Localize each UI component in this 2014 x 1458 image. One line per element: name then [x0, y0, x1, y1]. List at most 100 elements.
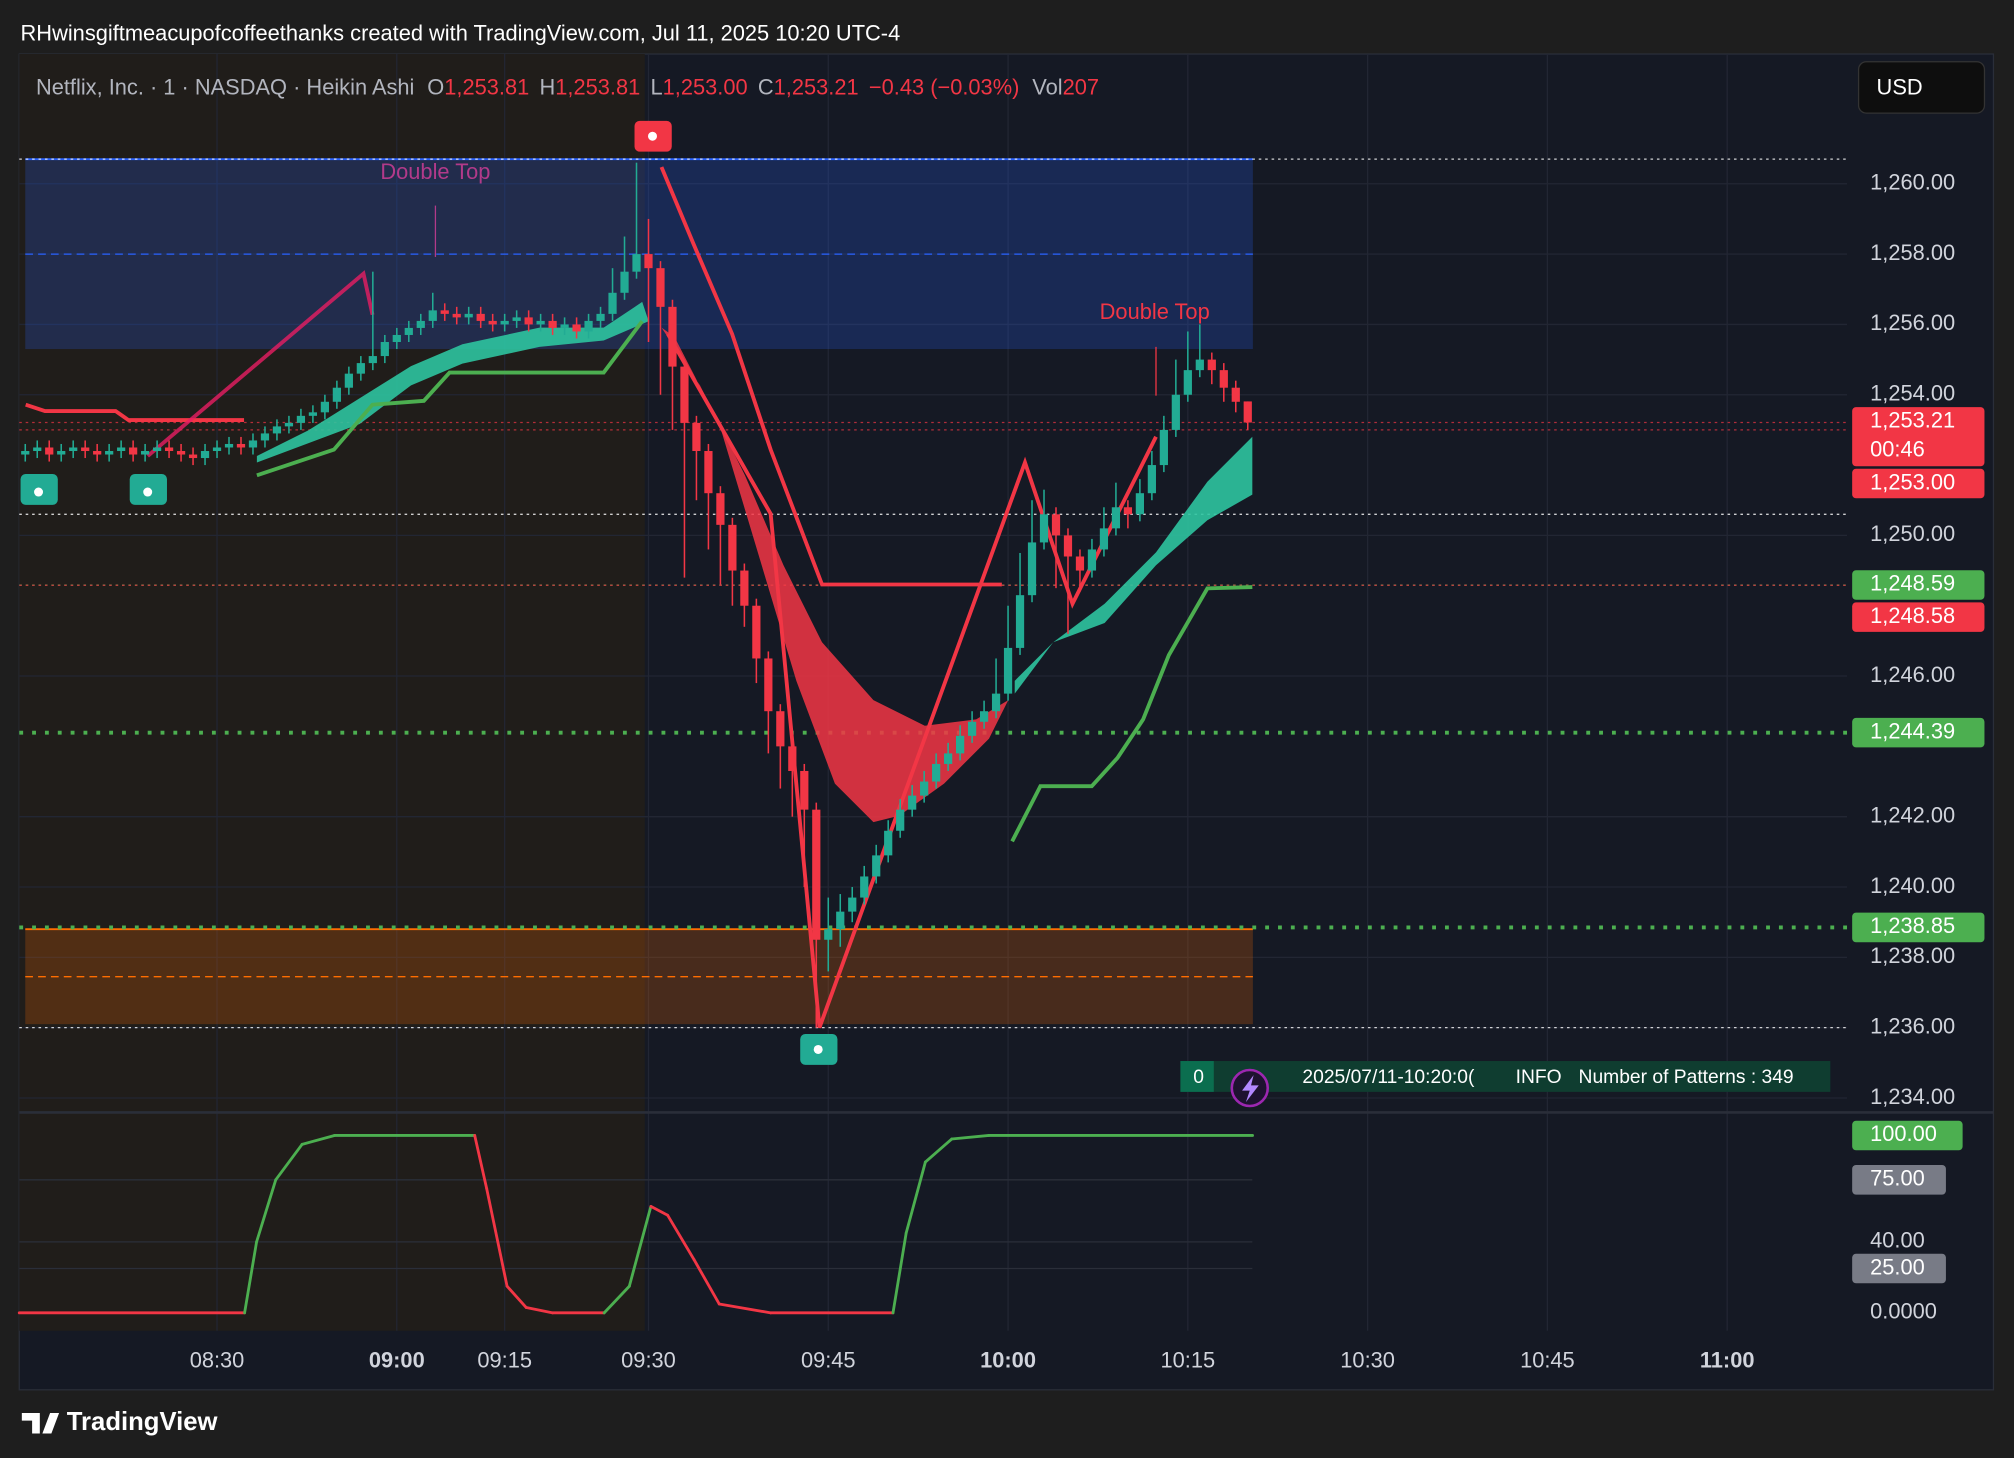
- candle-body: [380, 342, 389, 357]
- y-tick-label: 1,236.00: [1870, 1013, 1955, 1038]
- brand-logo: [21, 1412, 60, 1434]
- candle-body: [248, 440, 258, 448]
- candle-body: [728, 524, 737, 571]
- legend: Netflix, Inc. · 1 · NASDAQ · Heikin Ashi…: [36, 74, 1099, 99]
- osc-line: [904, 1160, 927, 1235]
- legend-item: 1,253.00: [663, 74, 748, 99]
- candle-body: [824, 929, 833, 940]
- osc-line: [255, 1178, 278, 1244]
- price-label: 1,253.21: [1870, 408, 1955, 433]
- candle-body: [260, 433, 270, 441]
- price-countdown: 00:46: [1870, 437, 1925, 462]
- candle-body: [632, 254, 641, 272]
- osc-line: [649, 1205, 670, 1217]
- candle-body: [967, 721, 977, 736]
- legend-item: O: [427, 74, 444, 99]
- candle-body: [1039, 514, 1049, 543]
- currency-button[interactable]: [1857, 61, 1986, 114]
- y-tick-label: 1,260.00: [1870, 170, 1955, 195]
- candle-body: [296, 415, 306, 423]
- info-table: 0 2025/07/11-10:20:0( INFO Number of Pat…: [1180, 1061, 1831, 1108]
- candle-body: [440, 310, 449, 314]
- credit: RHwinsgiftmeacupofcoffeethanks created w…: [21, 21, 901, 46]
- price-label-box: [1852, 407, 1985, 467]
- lightning-bolt: [1242, 1075, 1259, 1103]
- legend-item: 207: [1063, 74, 1099, 99]
- candle-body: [836, 911, 845, 930]
- osc-line: [923, 1137, 954, 1164]
- price-label: 1,238.85: [1870, 913, 1955, 938]
- candle-body: [860, 876, 869, 898]
- osc-line: [627, 1205, 653, 1288]
- info-text: INFO: [1516, 1067, 1562, 1088]
- x-tick-label: 09:45: [801, 1347, 856, 1372]
- candle-body: [908, 795, 917, 810]
- brand-name: TradingView: [67, 1408, 219, 1436]
- candle-body: [320, 401, 330, 413]
- candle-body: [1111, 507, 1121, 529]
- axes: 08:30 09:00 09:15 09:30 09:45 10:00 10:15 10:30…: [190, 170, 1985, 1372]
- candle-body: [560, 324, 569, 328]
- marker-dot: [34, 487, 44, 497]
- y-tick-label: 1,234.00: [1870, 1084, 1955, 1109]
- candle-body: [1003, 647, 1013, 694]
- osc-line: [524, 1306, 555, 1315]
- zone: [25, 929, 1253, 1025]
- legend-item: Netflix, Inc. · 1 · NASDAQ · Heikin Ashi: [36, 74, 414, 99]
- candle-body: [33, 447, 42, 452]
- candle-body: [944, 753, 953, 764]
- candle-body: [69, 447, 78, 452]
- candle-body: [272, 426, 282, 434]
- candle-body: [872, 855, 881, 877]
- trailing-line: [256, 320, 644, 478]
- osc-line: [243, 1240, 258, 1315]
- candle-body: [548, 320, 557, 328]
- candle-body: [464, 313, 473, 318]
- candle-body: [356, 363, 365, 374]
- legend-item: 1,253.81: [444, 74, 529, 99]
- y-tick-label: 1,240.00: [1870, 873, 1955, 898]
- candle-body: [596, 313, 605, 321]
- y-tick-label: 1,250.00: [1870, 521, 1955, 546]
- price-label-box: [1852, 912, 1985, 943]
- price-label-box: [1852, 717, 1985, 748]
- candle-body: [1051, 514, 1061, 536]
- x-tick-label: 10:00: [980, 1347, 1036, 1372]
- candle-body: [1159, 429, 1168, 466]
- osc-tick-label: 0.0000: [1870, 1299, 1937, 1324]
- legend-item: −0.43 (−0.03%): [869, 74, 1019, 99]
- candle-body: [212, 447, 222, 452]
- x-tick-label: 11:00: [1700, 1347, 1755, 1372]
- annotation: Double Top: [380, 159, 490, 184]
- candle-body: [45, 447, 54, 455]
- candle-body: [1231, 387, 1240, 402]
- legend-item: Vol: [1032, 74, 1062, 99]
- x-tick-label: 10:15: [1161, 1347, 1216, 1372]
- legend-item: C: [758, 74, 774, 99]
- osc-tick-box: [1852, 1253, 1946, 1284]
- candle-body: [1123, 507, 1133, 515]
- osc-line: [602, 1284, 631, 1315]
- candle-body: [920, 781, 929, 796]
- candle-body: [740, 570, 749, 606]
- x-tick-label: 09:30: [621, 1347, 676, 1372]
- candle-body: [764, 658, 773, 712]
- x-tick-label: 09:00: [369, 1347, 425, 1372]
- marker-dot: [143, 487, 153, 497]
- candle-body: [164, 447, 174, 452]
- candle-body: [848, 897, 857, 912]
- osc-line: [692, 1258, 721, 1306]
- candle-body: [1207, 359, 1216, 371]
- candle-body: [800, 770, 809, 810]
- candle-body: [188, 454, 198, 459]
- osc-tick-label: 25.00: [1870, 1254, 1925, 1279]
- candle-body: [979, 711, 989, 722]
- y-tick-label: 1,256.00: [1870, 310, 1955, 335]
- candle-body: [620, 271, 629, 293]
- currency[interactable]: USD: [1877, 74, 1923, 99]
- osc-line: [473, 1134, 489, 1191]
- osc-line: [717, 1302, 773, 1315]
- price-label-box: [1852, 468, 1985, 499]
- osc-tick-box: [1852, 1120, 1963, 1151]
- candle-body: [200, 451, 210, 459]
